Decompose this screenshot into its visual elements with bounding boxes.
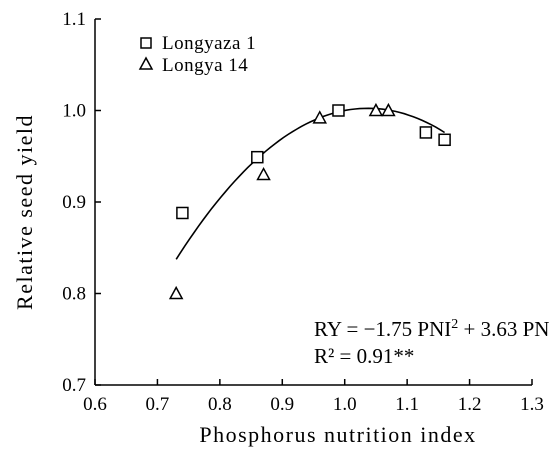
x-tick-label: 0.8 [208,394,232,415]
x-tick-label: 0.9 [270,394,294,415]
fit-equation: RY = −1.75 PNI2 + 3.63 PNI− 0.88 [314,317,550,341]
legend-triangle-icon [138,56,154,70]
fit-curve [175,107,446,260]
y-tick-label: 0.7 [62,375,86,396]
y-tick-label: 1.1 [62,9,86,30]
fit-r-squared: R² = 0.91** [314,344,414,368]
point-square [419,126,433,139]
x-tick-label: 1.1 [395,394,419,415]
point-square [438,133,451,147]
data-points [168,102,451,300]
y-tick-label: 0.8 [62,284,86,305]
y-axis-title: Relative seed yield [12,114,37,310]
legend-square-icon [140,37,152,49]
y-tick-label: 0.9 [62,192,86,213]
x-ticks: 0.6 0.7 0.8 0.9 1.0 1.1 1.2 1.3 [83,379,544,415]
y-ticks: 0.7 0.8 0.9 1.0 1.1 [62,9,101,396]
point-triangle [168,285,184,300]
x-tick-label: 0.6 [83,394,107,415]
x-tick-label: 1.3 [520,394,544,415]
fit-equation-superscript: 2 [451,317,458,332]
point-square [251,150,264,164]
x-tick-label: 1.2 [458,394,482,415]
point-triangle [312,110,328,124]
point-triangle [381,102,396,117]
point-square [176,206,189,220]
legend-label-longya-14: Longya 14 [162,55,248,76]
x-axis-title: Phosphorus nutrition index [199,422,476,447]
point-triangle [256,166,271,181]
x-tick-label: 0.7 [146,394,170,415]
y-tick-label: 1.0 [62,101,86,122]
x-tick-label: 1.0 [333,394,357,415]
point-triangle [368,102,384,117]
legend: Longyaza 1 Longya 14 [138,33,256,76]
legend-label-longyaza-1: Longyaza 1 [162,33,256,54]
point-square [332,104,345,117]
